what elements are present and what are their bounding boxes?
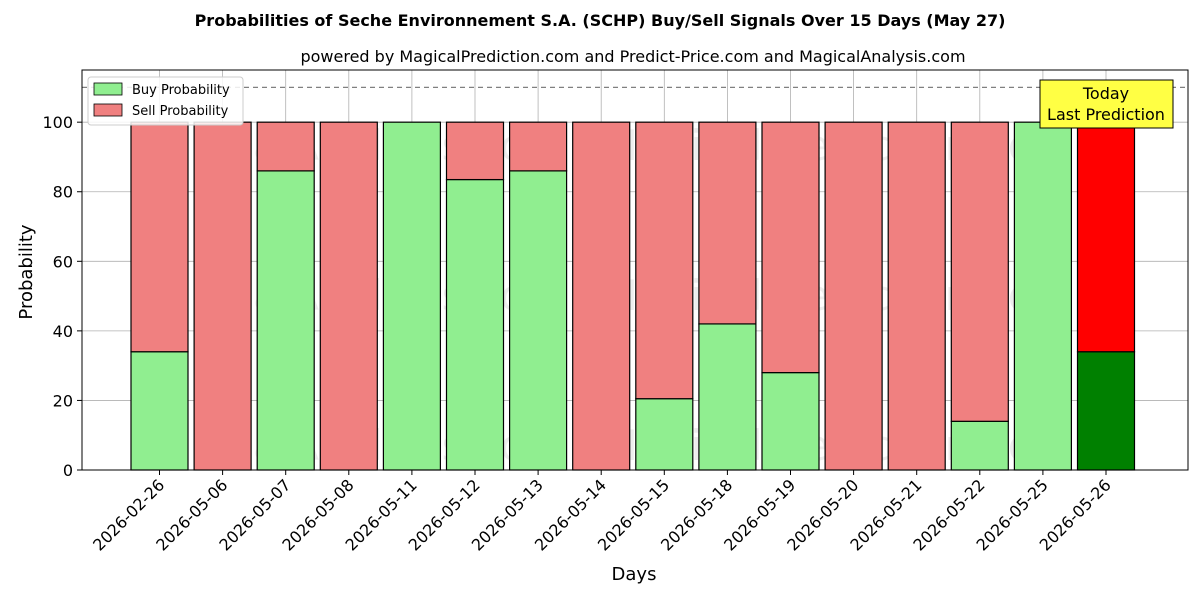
legend-buy-label: Buy Probability [132, 83, 230, 98]
annotation-line-2: Last Prediction [1047, 105, 1165, 124]
chart-title: Probabilities of Seche Environnement S.A… [195, 11, 1006, 30]
x-axis-label: Days [612, 564, 657, 585]
legend-box [87, 76, 244, 126]
bars [130, 121, 1136, 471]
plot-frame [81, 69, 1189, 471]
bar-sell [130, 121, 189, 353]
annotation-box [1039, 79, 1174, 129]
bar-sell [824, 121, 883, 471]
y-axis-label: Probability [16, 224, 37, 319]
bar-sell [319, 121, 378, 471]
bar-sell [698, 121, 757, 325]
bar-sell [950, 121, 1009, 422]
bar-sell [761, 121, 820, 374]
y-tick-label: 0 [63, 461, 73, 480]
today-annotation: Today Last Prediction [1039, 79, 1174, 129]
y-tick-label: 20 [53, 391, 73, 410]
bar-sell [509, 121, 568, 172]
chart-subtitle: powered by MagicalPrediction.com and Pre… [300, 47, 965, 66]
bar-buy [761, 372, 820, 471]
bar-sell [572, 121, 631, 471]
bar-buy [698, 323, 757, 471]
bar-buy [1076, 351, 1136, 471]
bar-buy [1013, 121, 1073, 471]
bar-buy [635, 398, 694, 471]
y-tick-label: 100 [42, 113, 73, 132]
bar-sell [445, 121, 505, 181]
legend-sell-label: Sell Probability [132, 104, 229, 119]
bar-sell [887, 121, 946, 471]
bar-sell [193, 121, 252, 471]
bar-sell [1076, 121, 1136, 353]
bar-buy [130, 351, 189, 471]
bar-buy [509, 170, 568, 471]
legend-sell-swatch [93, 103, 123, 117]
bar-buy [382, 121, 441, 471]
bar-sell [635, 121, 694, 400]
legend: Buy Probability Sell Probability [87, 76, 244, 126]
bar-buy [445, 178, 505, 471]
bar-buy [950, 420, 1009, 471]
y-tick-label: 60 [53, 252, 73, 271]
legend-buy-swatch [93, 82, 123, 96]
bar-buy [256, 170, 315, 471]
y-axis: 0 20 40 60 80 100 [42, 113, 82, 480]
annotation-line-1: Today [1082, 84, 1129, 103]
y-tick-label: 40 [53, 322, 73, 341]
y-tick-label: 80 [53, 183, 73, 202]
bar-sell [256, 121, 315, 172]
